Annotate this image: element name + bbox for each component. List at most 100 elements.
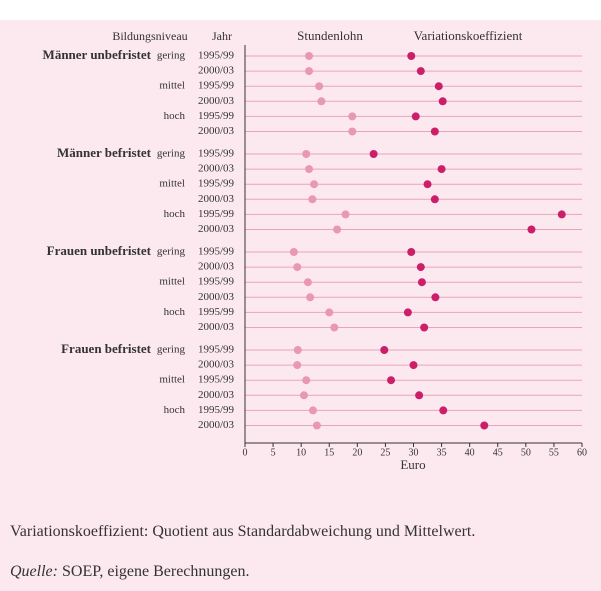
source-label: Quelle: bbox=[10, 563, 58, 580]
x-tick-label: 50 bbox=[521, 447, 531, 458]
x-tick-label: 35 bbox=[437, 447, 447, 458]
dot bbox=[312, 421, 321, 430]
source: Quelle: SOEP, eigene Berechnungen. bbox=[10, 562, 588, 582]
dot bbox=[315, 82, 324, 91]
dot bbox=[310, 180, 319, 189]
y-tick-label: 2000/03 bbox=[198, 321, 235, 333]
level-label: gering bbox=[157, 148, 186, 160]
source-text: SOEP, eigene Berechnungen. bbox=[57, 563, 250, 580]
y-tick-label: 2000/03 bbox=[198, 359, 235, 371]
x-tick-label: 40 bbox=[465, 447, 475, 458]
x-tick-label: 60 bbox=[577, 447, 587, 458]
dot bbox=[431, 293, 440, 302]
dot bbox=[416, 263, 425, 272]
x-tick-label: 15 bbox=[324, 447, 334, 458]
level-label: mittel bbox=[159, 374, 185, 386]
dot bbox=[305, 52, 314, 60]
dot bbox=[417, 278, 426, 287]
chart: Bildungsniveau Jahr Stundenlohn Variatio… bbox=[43, 28, 587, 472]
dot bbox=[369, 150, 378, 158]
x-tick-label: 0 bbox=[243, 447, 248, 458]
dot bbox=[416, 67, 425, 76]
dot bbox=[434, 82, 443, 91]
level-label: mittel bbox=[159, 80, 185, 92]
level-label: gering bbox=[157, 246, 186, 258]
dot bbox=[420, 323, 429, 332]
dot bbox=[411, 112, 420, 121]
group-label: Frauen befristet bbox=[61, 341, 152, 356]
y-tick-label: 2000/03 bbox=[198, 193, 235, 205]
dot bbox=[289, 248, 298, 256]
x-tick-label: 10 bbox=[296, 447, 306, 458]
y-tick-label: 1995/99 bbox=[198, 178, 235, 190]
y-tick-label: 2000/03 bbox=[198, 95, 235, 107]
y-tick-label: 2000/03 bbox=[198, 419, 235, 431]
dot bbox=[308, 195, 317, 204]
dot bbox=[407, 248, 416, 256]
y-tick-label: 2000/03 bbox=[198, 163, 235, 175]
dot bbox=[293, 346, 302, 354]
y-tick-label: 1995/99 bbox=[198, 404, 235, 416]
column-header: Jahr bbox=[212, 29, 232, 43]
dot bbox=[333, 225, 342, 234]
dot bbox=[403, 308, 412, 317]
x-tick-label: 55 bbox=[549, 447, 559, 458]
legend-entry: Variationskoeffizient bbox=[414, 28, 523, 43]
dot bbox=[325, 308, 334, 317]
panel: Bildungsniveau Jahr Stundenlohn Variatio… bbox=[0, 20, 601, 591]
dot bbox=[437, 165, 446, 174]
x-axis-label: Euro bbox=[400, 457, 425, 472]
level-label: hoch bbox=[164, 208, 186, 220]
dot bbox=[438, 97, 447, 106]
y-tick-label: 2000/03 bbox=[198, 65, 235, 77]
dot bbox=[409, 361, 418, 370]
x-tick-label: 25 bbox=[380, 447, 390, 458]
y-tick-label: 1995/99 bbox=[198, 110, 235, 122]
dot bbox=[430, 127, 439, 136]
dot bbox=[348, 127, 357, 136]
level-label: hoch bbox=[164, 110, 186, 122]
y-tick-label: 2000/03 bbox=[198, 291, 235, 303]
note: Variationskoeffizient: Quotient aus Stan… bbox=[10, 523, 476, 540]
dot bbox=[480, 421, 489, 430]
dot bbox=[380, 346, 389, 354]
y-tick-label: 2000/03 bbox=[198, 223, 235, 235]
dot bbox=[557, 210, 566, 219]
dot bbox=[305, 67, 314, 76]
x-tick-label: 30 bbox=[409, 447, 419, 458]
y-tick-label: 2000/03 bbox=[198, 261, 235, 273]
group-label: Männer unbefristet bbox=[43, 47, 152, 62]
dot bbox=[293, 361, 302, 370]
dot bbox=[303, 278, 312, 287]
y-tick-label: 2000/03 bbox=[198, 125, 235, 137]
y-tick-label: 2000/03 bbox=[198, 389, 235, 401]
legend-entry: Stundenlohn bbox=[297, 28, 363, 43]
y-tick-label: 1995/99 bbox=[198, 306, 235, 318]
dot bbox=[439, 406, 448, 415]
y-tick-label: 1995/99 bbox=[198, 80, 235, 92]
x-tick-label: 5 bbox=[271, 447, 276, 458]
dot bbox=[305, 165, 314, 174]
level-label: gering bbox=[157, 344, 186, 356]
level-label: mittel bbox=[159, 276, 185, 288]
y-tick-label: 1995/99 bbox=[198, 374, 235, 386]
dot bbox=[306, 293, 315, 302]
dot bbox=[317, 97, 326, 106]
dot bbox=[293, 263, 302, 272]
y-tick-label: 1995/99 bbox=[198, 148, 235, 160]
x-tick-label: 20 bbox=[352, 447, 362, 458]
y-tick-label: 1995/99 bbox=[198, 50, 235, 62]
dot bbox=[330, 323, 339, 332]
dot bbox=[299, 391, 308, 400]
dot bbox=[527, 225, 536, 234]
dot bbox=[415, 391, 424, 400]
dot bbox=[387, 376, 396, 385]
dot bbox=[423, 180, 432, 189]
level-label: hoch bbox=[164, 306, 186, 318]
x-tick-label: 45 bbox=[493, 447, 503, 458]
level-label: gering bbox=[157, 50, 186, 62]
dot bbox=[308, 406, 317, 415]
y-tick-label: 1995/99 bbox=[198, 208, 235, 220]
dot bbox=[430, 195, 439, 204]
